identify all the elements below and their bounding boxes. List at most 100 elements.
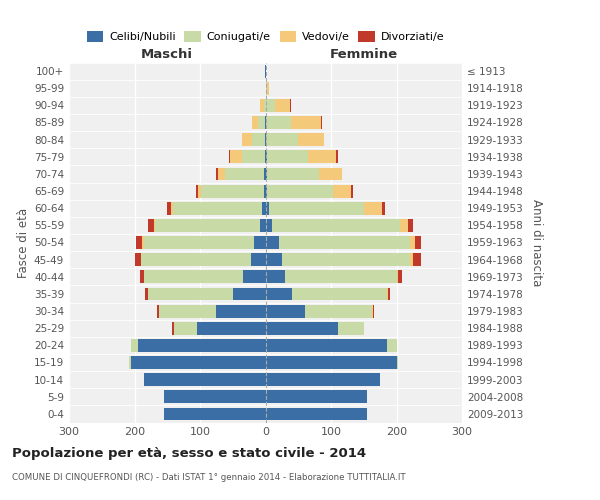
Bar — [386, 288, 388, 300]
Bar — [272, 219, 400, 232]
Bar — [319, 168, 342, 180]
Bar — [265, 99, 275, 112]
Bar — [298, 133, 324, 146]
Bar — [398, 270, 402, 283]
Bar — [388, 288, 390, 300]
Bar — [225, 168, 264, 180]
Bar — [266, 133, 298, 146]
Bar — [265, 82, 267, 94]
Bar — [267, 168, 319, 180]
Bar — [265, 373, 380, 386]
Bar — [410, 236, 415, 249]
Bar — [265, 288, 292, 300]
Bar — [217, 304, 265, 318]
Bar — [282, 253, 410, 266]
Bar — [148, 288, 233, 300]
Bar — [157, 304, 159, 318]
Text: Femmine: Femmine — [329, 48, 398, 61]
Bar — [364, 202, 382, 214]
Bar — [410, 253, 413, 266]
Bar — [254, 236, 265, 249]
Bar — [174, 322, 197, 334]
Bar — [382, 202, 385, 214]
Bar — [263, 99, 265, 112]
Bar — [134, 253, 141, 266]
Bar — [290, 99, 291, 112]
Bar — [140, 270, 145, 283]
Bar — [352, 184, 353, 198]
Bar — [202, 184, 263, 198]
Bar — [167, 202, 170, 214]
Bar — [400, 219, 407, 232]
Bar — [373, 304, 374, 318]
Bar — [233, 288, 265, 300]
Bar — [265, 64, 266, 78]
Bar — [266, 116, 291, 129]
Bar — [265, 253, 282, 266]
Bar — [217, 168, 218, 180]
Bar — [252, 133, 265, 146]
Bar — [397, 356, 398, 369]
Bar — [145, 270, 242, 283]
Bar — [265, 236, 278, 249]
Bar — [265, 390, 367, 403]
Bar — [338, 322, 364, 334]
Bar — [308, 150, 336, 163]
Text: COMUNE DI CINQUEFRONDI (RC) - Dati ISTAT 1° gennaio 2014 - Elaborazione TUTTITAL: COMUNE DI CINQUEFRONDI (RC) - Dati ISTAT… — [12, 472, 406, 482]
Bar — [269, 202, 364, 214]
Bar — [242, 133, 252, 146]
Bar — [267, 150, 308, 163]
Bar — [131, 356, 265, 369]
Bar — [265, 322, 338, 334]
Bar — [333, 184, 352, 198]
Y-axis label: Fasce di età: Fasce di età — [17, 208, 30, 278]
Bar — [258, 116, 265, 129]
Bar — [154, 219, 155, 232]
Legend: Celibi/Nubili, Coniugati/e, Vedovi/e, Divorziati/e: Celibi/Nubili, Coniugati/e, Vedovi/e, Di… — [82, 26, 449, 46]
Bar — [197, 322, 265, 334]
Bar — [260, 99, 263, 112]
Bar — [386, 339, 397, 352]
Bar — [285, 270, 397, 283]
Bar — [262, 202, 265, 214]
Bar — [196, 184, 198, 198]
Bar — [136, 236, 142, 249]
Bar — [242, 270, 265, 283]
Bar — [265, 150, 267, 163]
Bar — [148, 219, 154, 232]
Bar — [131, 339, 138, 352]
Bar — [145, 373, 265, 386]
Bar — [230, 150, 242, 163]
Bar — [413, 253, 421, 266]
Bar — [397, 270, 398, 283]
Bar — [275, 99, 290, 112]
Bar — [265, 184, 268, 198]
Bar — [265, 219, 272, 232]
Bar — [265, 116, 266, 129]
Bar — [145, 288, 148, 300]
Bar — [164, 390, 265, 403]
Bar — [264, 168, 265, 180]
Bar — [372, 304, 373, 318]
Bar — [265, 356, 397, 369]
Bar — [242, 150, 265, 163]
Bar — [143, 236, 254, 249]
Bar — [305, 304, 372, 318]
Bar — [265, 339, 386, 352]
Bar — [265, 408, 367, 420]
Bar — [265, 270, 285, 283]
Bar — [142, 236, 143, 249]
Bar — [260, 219, 265, 232]
Bar — [407, 219, 413, 232]
Bar — [218, 168, 225, 180]
Bar — [229, 150, 230, 163]
Bar — [263, 184, 265, 198]
Bar — [291, 116, 320, 129]
Text: Popolazione per età, sesso e stato civile - 2014: Popolazione per età, sesso e stato civil… — [12, 448, 366, 460]
Bar — [292, 288, 386, 300]
Bar — [155, 219, 260, 232]
Bar — [267, 82, 269, 94]
Bar — [173, 202, 262, 214]
Bar — [170, 202, 173, 214]
Bar — [336, 150, 338, 163]
